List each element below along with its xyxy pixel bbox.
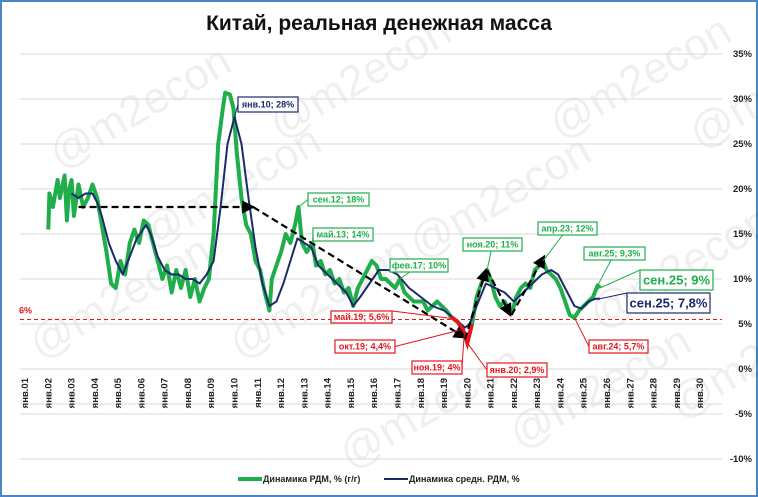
annotation-label: янв.10; 28% (242, 100, 294, 110)
annotation-label: май.13; 14% (316, 230, 369, 240)
x-tick-label: янв.30 (695, 378, 706, 408)
annotation-leader (573, 317, 590, 347)
annotation-label: сен.25; 9% (643, 273, 711, 288)
x-tick-label: янв.23 (532, 378, 543, 408)
annotation-box (588, 339, 649, 354)
y-tick-label: 10% (733, 274, 753, 285)
x-tick-label: янв.11 (253, 377, 264, 408)
chart-title: Китай, реальная денежная масса (206, 12, 552, 35)
legend: Динамика РДМ, % (г/г) Динамика средн. РДМ… (238, 474, 520, 484)
x-tick-label: янв.26 (602, 378, 613, 408)
y-tick-label: 25% (733, 139, 753, 150)
annotation-label: янв.20; 2,9% (490, 365, 545, 375)
annotation-box (237, 96, 299, 113)
y-tick-label: -5% (735, 409, 752, 420)
annotation-box (411, 360, 463, 375)
annotation-box (389, 258, 449, 273)
x-tick-label: янв.19 (439, 378, 450, 408)
trend-arrow (463, 267, 490, 340)
x-tick-label: янв.05 (113, 377, 124, 408)
annotation-label: апр.23; 12% (542, 224, 594, 234)
annotation-label: авг.25; 9,3% (589, 249, 641, 259)
annotation-leader (599, 269, 641, 289)
watermark: @m2econ (331, 336, 530, 479)
y-tick-label: 0% (738, 364, 752, 375)
watermark: @m2econ (41, 36, 240, 179)
x-tick-label: янв.09 (206, 378, 217, 408)
annotation-box (462, 237, 523, 252)
annotation-box (583, 246, 646, 261)
x-tick-label: янв.16 (369, 378, 380, 408)
x-tick-label: янв.02 (43, 378, 54, 408)
annotations: янв.10; 28% сен.12; 18% май.13; 14% фев.17;… (234, 96, 714, 378)
legend-label: Динамика РДМ, % (г/г) (263, 474, 360, 484)
annotation-leader (298, 199, 309, 208)
y-tick-label: 5% (738, 319, 752, 330)
trend-arrow (252, 206, 467, 339)
annotation-leader (391, 310, 454, 320)
x-tick-label: янв.21 (486, 377, 497, 408)
x-tick-label: янв.18 (416, 378, 427, 408)
annotation-label: окт.19; 4,4% (339, 342, 391, 352)
annotation-label: сен.25; 7,8% (630, 296, 708, 311)
trend-arrow (510, 254, 546, 316)
annotation-box (626, 292, 711, 314)
annotation-label: авг.24; 5,7% (593, 342, 645, 352)
x-tick-label: янв.06 (136, 378, 147, 408)
x-tick-label: янв.15 (346, 377, 357, 408)
x-tick-label: янв.08 (183, 378, 194, 408)
y-tick-label: -10% (730, 454, 753, 465)
x-tick-label: янв.07 (160, 378, 171, 408)
annotation-label: ноя.19; 4% (413, 363, 460, 373)
x-tick-label: янв.10 (230, 378, 241, 408)
annotation-box (330, 310, 393, 324)
x-tick-label: янв.01 (20, 377, 31, 408)
annotation-leader (394, 328, 463, 347)
x-tick-label: янв.24 (555, 377, 566, 408)
annotation-leader (599, 292, 628, 300)
x-tick-label: янв.14 (323, 377, 334, 408)
y-tick-label: 20% (733, 184, 753, 195)
annotation-box (486, 362, 548, 378)
series-line-rdm-avg (71, 116, 600, 329)
x-tick-label: янв.27 (625, 378, 636, 408)
y-tick-label: 30% (733, 94, 753, 105)
x-tick-label: янв.17 (392, 378, 403, 408)
trend-arrow (486, 269, 512, 317)
x-tick-label: янв.29 (672, 378, 683, 408)
x-tick-label: янв.28 (649, 378, 660, 408)
x-axis: янв.01 янв.02 янв.03 янв.04 янв.05 янв.06 янв.… (20, 377, 706, 408)
annotation-box (639, 269, 714, 291)
x-tick-label: янв.25 (579, 377, 590, 408)
legend-label: Динамика средн. РДМ, % (409, 474, 520, 484)
x-tick-label: янв.20 (462, 378, 473, 408)
annotation-label: май.19; 5,6% (334, 312, 390, 322)
x-tick-label: янв.22 (509, 378, 520, 408)
annotation-box (334, 339, 396, 354)
threshold-label: 6% (19, 306, 32, 316)
annotation-label: ноя.20; 11% (467, 240, 519, 250)
x-tick-label: янв.13 (299, 378, 310, 408)
annotation-box (537, 221, 598, 236)
x-tick-label: янв.03 (67, 378, 78, 408)
annotation-leader (466, 342, 488, 371)
watermark: @m2econ (261, 6, 460, 149)
x-tick-label: янв.12 (276, 378, 287, 408)
trend-arrows (78, 200, 546, 340)
y-axis: 35% 30% 25% 20% 15% 10% 5% 0% -5% -10% (730, 49, 753, 465)
annotation-label: сен.12; 18% (313, 195, 364, 205)
y-tick-label: 35% (733, 49, 753, 60)
annotation-box (312, 227, 374, 242)
annotation-label: фев.17; 10% (392, 261, 446, 271)
y-tick-label: 15% (733, 229, 753, 240)
x-tick-label: янв.04 (90, 377, 101, 408)
annotation-box (307, 192, 370, 207)
